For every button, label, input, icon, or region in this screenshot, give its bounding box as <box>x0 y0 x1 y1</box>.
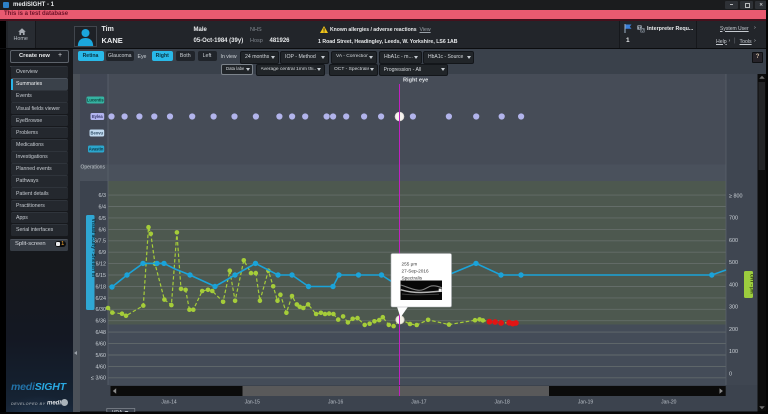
svg-text:6/24: 6/24 <box>96 296 107 302</box>
svg-text:Jan-15: Jan-15 <box>245 400 261 406</box>
svg-text:Eylea: Eylea <box>92 114 103 119</box>
svg-text:600: 600 <box>729 238 738 244</box>
svg-text:6/7.5: 6/7.5 <box>94 239 106 245</box>
svg-text:6/4: 6/4 <box>99 204 107 210</box>
svg-text:Beovu: Beovu <box>91 131 104 136</box>
svg-text:6/9: 6/9 <box>99 250 107 256</box>
svg-text:Jan-14: Jan-14 <box>161 400 177 406</box>
svg-text:6/30: 6/30 <box>96 307 107 313</box>
svg-text:6/48: 6/48 <box>96 330 107 336</box>
svg-text:Jan-16: Jan-16 <box>328 400 344 406</box>
svg-text:Jan-20: Jan-20 <box>661 400 677 406</box>
svg-text:Jan-18: Jan-18 <box>495 400 511 406</box>
svg-text:Jan-17: Jan-17 <box>411 400 427 406</box>
svg-text:Spectralis: Spectralis <box>402 276 423 281</box>
svg-text:6/60: 6/60 <box>96 342 107 348</box>
svg-text:5/60: 5/60 <box>96 353 107 359</box>
svg-text:4/60: 4/60 <box>96 364 107 370</box>
svg-text:Lucentis: Lucentis <box>87 98 105 103</box>
svg-text:500: 500 <box>729 260 738 266</box>
svg-text:CRT - μm: CRT - μm <box>749 274 754 294</box>
svg-text:6/3: 6/3 <box>99 193 107 199</box>
svg-text:700: 700 <box>729 216 738 222</box>
svg-text:6/6: 6/6 <box>99 227 107 233</box>
svg-text:0: 0 <box>729 371 732 377</box>
svg-text:≤ 3/60: ≤ 3/60 <box>91 376 106 382</box>
svg-text:300: 300 <box>729 305 738 311</box>
svg-text:≥ 800: ≥ 800 <box>729 193 742 199</box>
svg-text:6/36: 6/36 <box>96 319 107 325</box>
svg-text:6/12: 6/12 <box>96 262 107 268</box>
svg-text:6/5: 6/5 <box>99 216 107 222</box>
svg-text:Visual acuity - Snellen m: Visual acuity - Snellen m <box>90 219 96 278</box>
svg-text:400: 400 <box>729 282 738 288</box>
svg-text:255 μm: 255 μm <box>402 262 418 267</box>
svg-text:Avastin: Avastin <box>89 147 104 152</box>
svg-text:100: 100 <box>729 349 738 355</box>
svg-text:Operations: Operations <box>81 165 106 171</box>
svg-text:6/18: 6/18 <box>96 284 107 290</box>
svg-text:27-Sep-2016: 27-Sep-2016 <box>402 269 429 274</box>
svg-text:Right eye: Right eye <box>403 78 428 84</box>
svg-text:6/15: 6/15 <box>96 273 107 279</box>
svg-text:Jan-19: Jan-19 <box>578 400 594 406</box>
svg-text:200: 200 <box>729 327 738 333</box>
svg-text:A: A <box>641 28 645 33</box>
